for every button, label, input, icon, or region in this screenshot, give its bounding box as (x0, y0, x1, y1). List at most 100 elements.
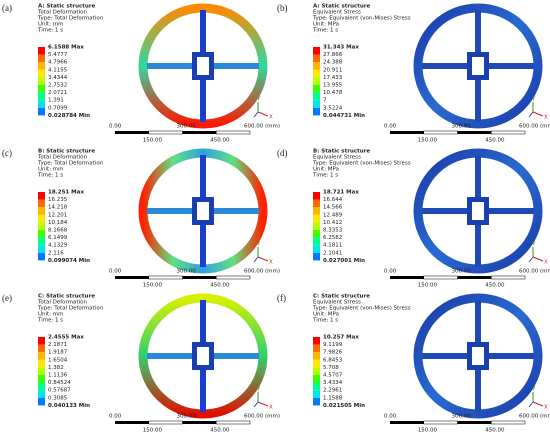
legend-swatch (313, 54, 320, 63)
ring (138, 148, 268, 274)
legend-label: 6.1588 Max (48, 45, 84, 51)
axis-label: X (269, 260, 273, 266)
legend-swatch (313, 222, 320, 230)
scale-bar-d (216, 420, 251, 425)
legend-label: 14.218 (48, 205, 68, 211)
legend-swatch (38, 222, 45, 230)
legend-label: 2.0721 (48, 90, 67, 96)
legend-swatch (313, 344, 320, 353)
axis-label: X (544, 260, 548, 266)
legend-label: 0.040133 Min (48, 403, 90, 409)
legend-label: 1.9187 (48, 350, 68, 356)
legend-label: 1.382 (48, 365, 64, 371)
scale-label: 150.00 (418, 428, 438, 434)
header-line: Equivalent Stress (313, 10, 361, 16)
legend-label: 12.489 (323, 212, 343, 218)
legend-label: 16.644 (323, 197, 343, 203)
legend-label: 2.2961 (323, 388, 342, 394)
legend-swatch (38, 367, 45, 375)
legend-label: 17.433 (323, 75, 343, 81)
header-line: Time: 1 s (312, 28, 338, 34)
header-line: Time: 1 s (37, 173, 63, 179)
hub-hole (197, 57, 209, 75)
header-line: Unit: mm (38, 312, 64, 318)
legend-swatch (38, 47, 45, 55)
axis-label: X (269, 115, 273, 121)
scale-bar-b (423, 130, 458, 135)
legend-label: 0.84524 (48, 380, 71, 386)
legend-swatch (313, 92, 320, 101)
scale-label: 150.00 (143, 283, 163, 289)
legend-label: 2.7532 (48, 83, 67, 89)
legend-label: 2.1041 (323, 250, 342, 256)
header-line: B: Static structure (313, 149, 370, 155)
legend-label: 27.866 (323, 52, 343, 58)
scale-label: 150.00 (143, 138, 163, 144)
hub-hole (472, 202, 484, 220)
scale-bar-a (390, 421, 424, 424)
legend-swatch (38, 100, 45, 108)
legend-swatch (38, 245, 45, 253)
legend-swatch (38, 62, 45, 70)
axis-label: Y (256, 387, 261, 393)
header-line: Type: Total Deformation (37, 161, 104, 167)
legend-label: 5.4777 (48, 52, 68, 58)
legend-label: 3.5224 (323, 105, 343, 111)
legend-label: 1.391 (48, 98, 64, 104)
legend-swatch (38, 92, 45, 101)
axis-x (532, 401, 544, 407)
scale-bar-d (491, 275, 526, 280)
header-line: Equivalent Stress (313, 155, 361, 161)
header-line: C: Static structure (38, 294, 95, 300)
legend-swatch (313, 352, 320, 360)
legend-swatch (38, 237, 45, 246)
legend-label: 9.1199 (323, 342, 343, 348)
axis-label: Y (531, 242, 536, 248)
header-line: Type: Total Deformation (37, 16, 104, 22)
axis-label: Y (256, 97, 261, 103)
axis-label: X (269, 405, 273, 411)
legend-label: 10.184 (48, 220, 68, 226)
ring (138, 3, 268, 129)
axis-x (257, 256, 269, 262)
header-line: Type: Equivalent (von-Mises) Stress (312, 161, 411, 167)
header-line: Time: 1 s (312, 173, 338, 179)
legend-swatch (38, 375, 45, 383)
ring (413, 3, 543, 129)
legend-swatch (38, 77, 45, 85)
header-line: Unit: MPa (313, 167, 339, 173)
legend-swatch (38, 397, 45, 406)
axis-x (257, 401, 269, 407)
legend-swatch (313, 62, 320, 70)
legend-label: 0.3085 (48, 395, 68, 401)
scale-label: 300.00 (452, 269, 472, 275)
scale-bar-b (148, 130, 183, 135)
legend-swatch (313, 397, 320, 406)
scale-bar-b (423, 420, 458, 425)
legend-label: 12.201 (48, 212, 67, 218)
axis-label: X (544, 405, 548, 411)
header-line: Type: Equivalent (von-Mises) Stress (312, 16, 411, 22)
header-line: B: Static structure (38, 149, 95, 155)
legend-label: 6.8453 (323, 357, 343, 363)
legend-label: 0.028784 Min (48, 113, 90, 119)
legend-label: 4.7966 (48, 60, 68, 66)
panel-label: (a) (2, 3, 12, 13)
legend-label: 2.1871 (48, 342, 67, 348)
legend-label: 18.251 Max (48, 190, 84, 196)
legend-label: 14.566 (323, 205, 343, 211)
legend-swatch (313, 207, 320, 215)
legend-swatch (313, 214, 320, 223)
ring (413, 293, 543, 419)
legend-label: 31.343 Max (323, 45, 359, 51)
legend-label: 5.708 (323, 365, 339, 371)
legend-label: 10.412 (323, 220, 342, 226)
legend-swatch (38, 390, 45, 398)
legend-label: 4.1329 (48, 243, 68, 249)
ring (138, 293, 268, 419)
scale-bar-d (216, 275, 251, 280)
